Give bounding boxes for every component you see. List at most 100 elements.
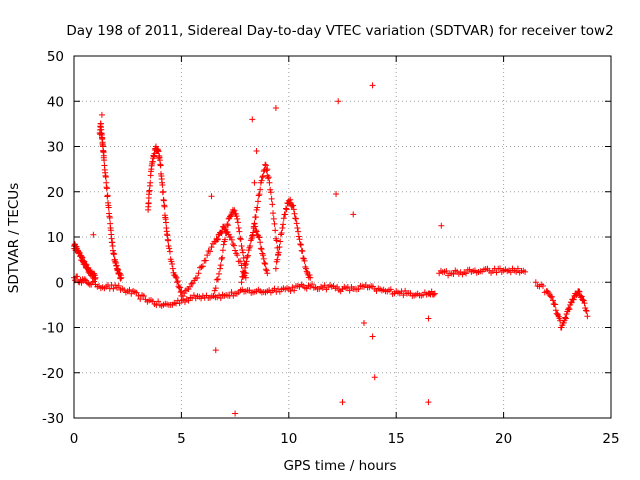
data-point-bump-c [240,270,247,277]
data-point-bump-c [260,255,267,262]
data-point-bump-e [301,257,308,264]
data-point-peak-2 [147,179,154,186]
data-point-bump-a [231,242,238,249]
data-point-bump-a [186,283,193,290]
data-point-bump-b [217,262,224,269]
y-tick-label: 40 [47,94,64,110]
data-point-plateau [514,265,521,272]
chart-title: Day 198 of 2011, Sidereal Day-to-day VTE… [66,23,613,39]
data-point-bump-d [250,231,256,238]
data-point-baseline [321,282,328,289]
data-point-bump-d [260,168,267,175]
data-point-tail [581,300,588,307]
data-point-bump-e [302,265,309,272]
data-point-tail [584,313,591,320]
data-point-tail [565,305,572,312]
data-point-tail [582,307,589,314]
data-point-baseline [126,286,133,293]
x-tick-label: 25 [602,431,619,447]
data-point-peak-2 [169,260,176,267]
y-tick-label: 20 [47,185,64,201]
data-point-outliers [253,148,260,155]
x-tick-label: 20 [495,431,512,447]
data-point-bump-e [300,255,307,262]
data-point-bump-d [263,167,270,174]
data-point-peak-2 [169,265,176,272]
data-point-peak-2 [166,245,173,252]
data-point-bump-d [270,210,277,217]
data-point-bump-b [224,222,231,229]
data-point-tail [583,308,590,315]
data-point-bump-e [295,233,302,240]
data-point-outliers [272,105,279,112]
data-point-bump-a [234,252,241,259]
data-point-baseline [346,287,353,294]
data-point-bump-a [199,263,206,270]
data-point-outliers [333,191,340,198]
data-point-bump-e [296,236,303,243]
data-point-tail [578,293,585,300]
data-point-bump-e [292,215,299,222]
data-point-bump-e [274,256,281,263]
data-point-bump-d [256,191,263,198]
data-point-peak-1 [103,185,110,192]
data-point-bump-a [194,274,201,281]
data-point-outliers [425,399,432,406]
data-point-tail [570,296,577,303]
data-point-peak-2 [157,162,164,169]
data-point-outliers [339,399,346,406]
data-point-peak-2 [174,278,181,285]
data-point-baseline [428,288,435,295]
data-point-bump-b [212,285,219,292]
data-point-outliers [425,315,432,322]
data-point-outliers [208,193,215,200]
data-point-baseline [334,283,341,290]
data-point-bump-c [264,270,271,277]
data-point-bump-c [263,267,270,274]
data-point-outliers [264,166,271,173]
data-point-peak-2 [160,188,167,195]
data-point-bump-a [179,293,186,300]
data-point-tail [548,293,555,300]
data-point-outliers [350,211,357,218]
data-point-bump-e [282,211,289,218]
data-point-bump-e [299,248,306,255]
data-point-plateau [493,269,500,276]
data-point-bump-c [247,243,254,250]
y-tick-label: 50 [47,49,64,65]
data-point-bump-c [257,239,264,246]
data-point-bump-d [270,215,277,222]
data-point-bump-a [237,258,244,265]
data-point-bump-a [202,257,209,264]
data-point-bump-b [215,270,222,277]
x-tick-label: 15 [388,431,405,447]
data-point-bump-d [257,186,264,193]
data-point-bump-d [255,192,262,199]
data-point-bump-d [255,198,262,205]
data-point-bump-a [214,236,221,243]
data-point-bump-b [236,228,243,235]
data-point-outliers [369,333,376,340]
data-point-bump-a [208,244,215,251]
data-point-baseline [115,282,122,289]
data-point-bump-d [262,161,269,168]
data-point-bump-d [262,162,269,169]
data-point-bump-b [238,243,245,250]
data-point-peak-1 [105,204,112,211]
data-point-bump-d [271,220,278,227]
data-point-outliers [212,347,219,354]
data-point-baseline [85,280,92,287]
data-point-bump-c [244,254,251,261]
data-point-bump-d [251,220,258,227]
x-tick-label: 0 [70,431,79,447]
data-point-bump-c [242,262,249,269]
data-point-plateau [513,268,520,275]
data-point-bump-e [275,249,282,256]
data-point-bump-a [181,290,188,297]
y-tick-label: 10 [47,230,64,246]
data-point-baseline [217,295,224,302]
data-point-bump-b [217,265,224,272]
data-point-baseline [133,289,140,296]
data-point-baseline [287,287,294,294]
data-point-decay-start [92,274,99,281]
